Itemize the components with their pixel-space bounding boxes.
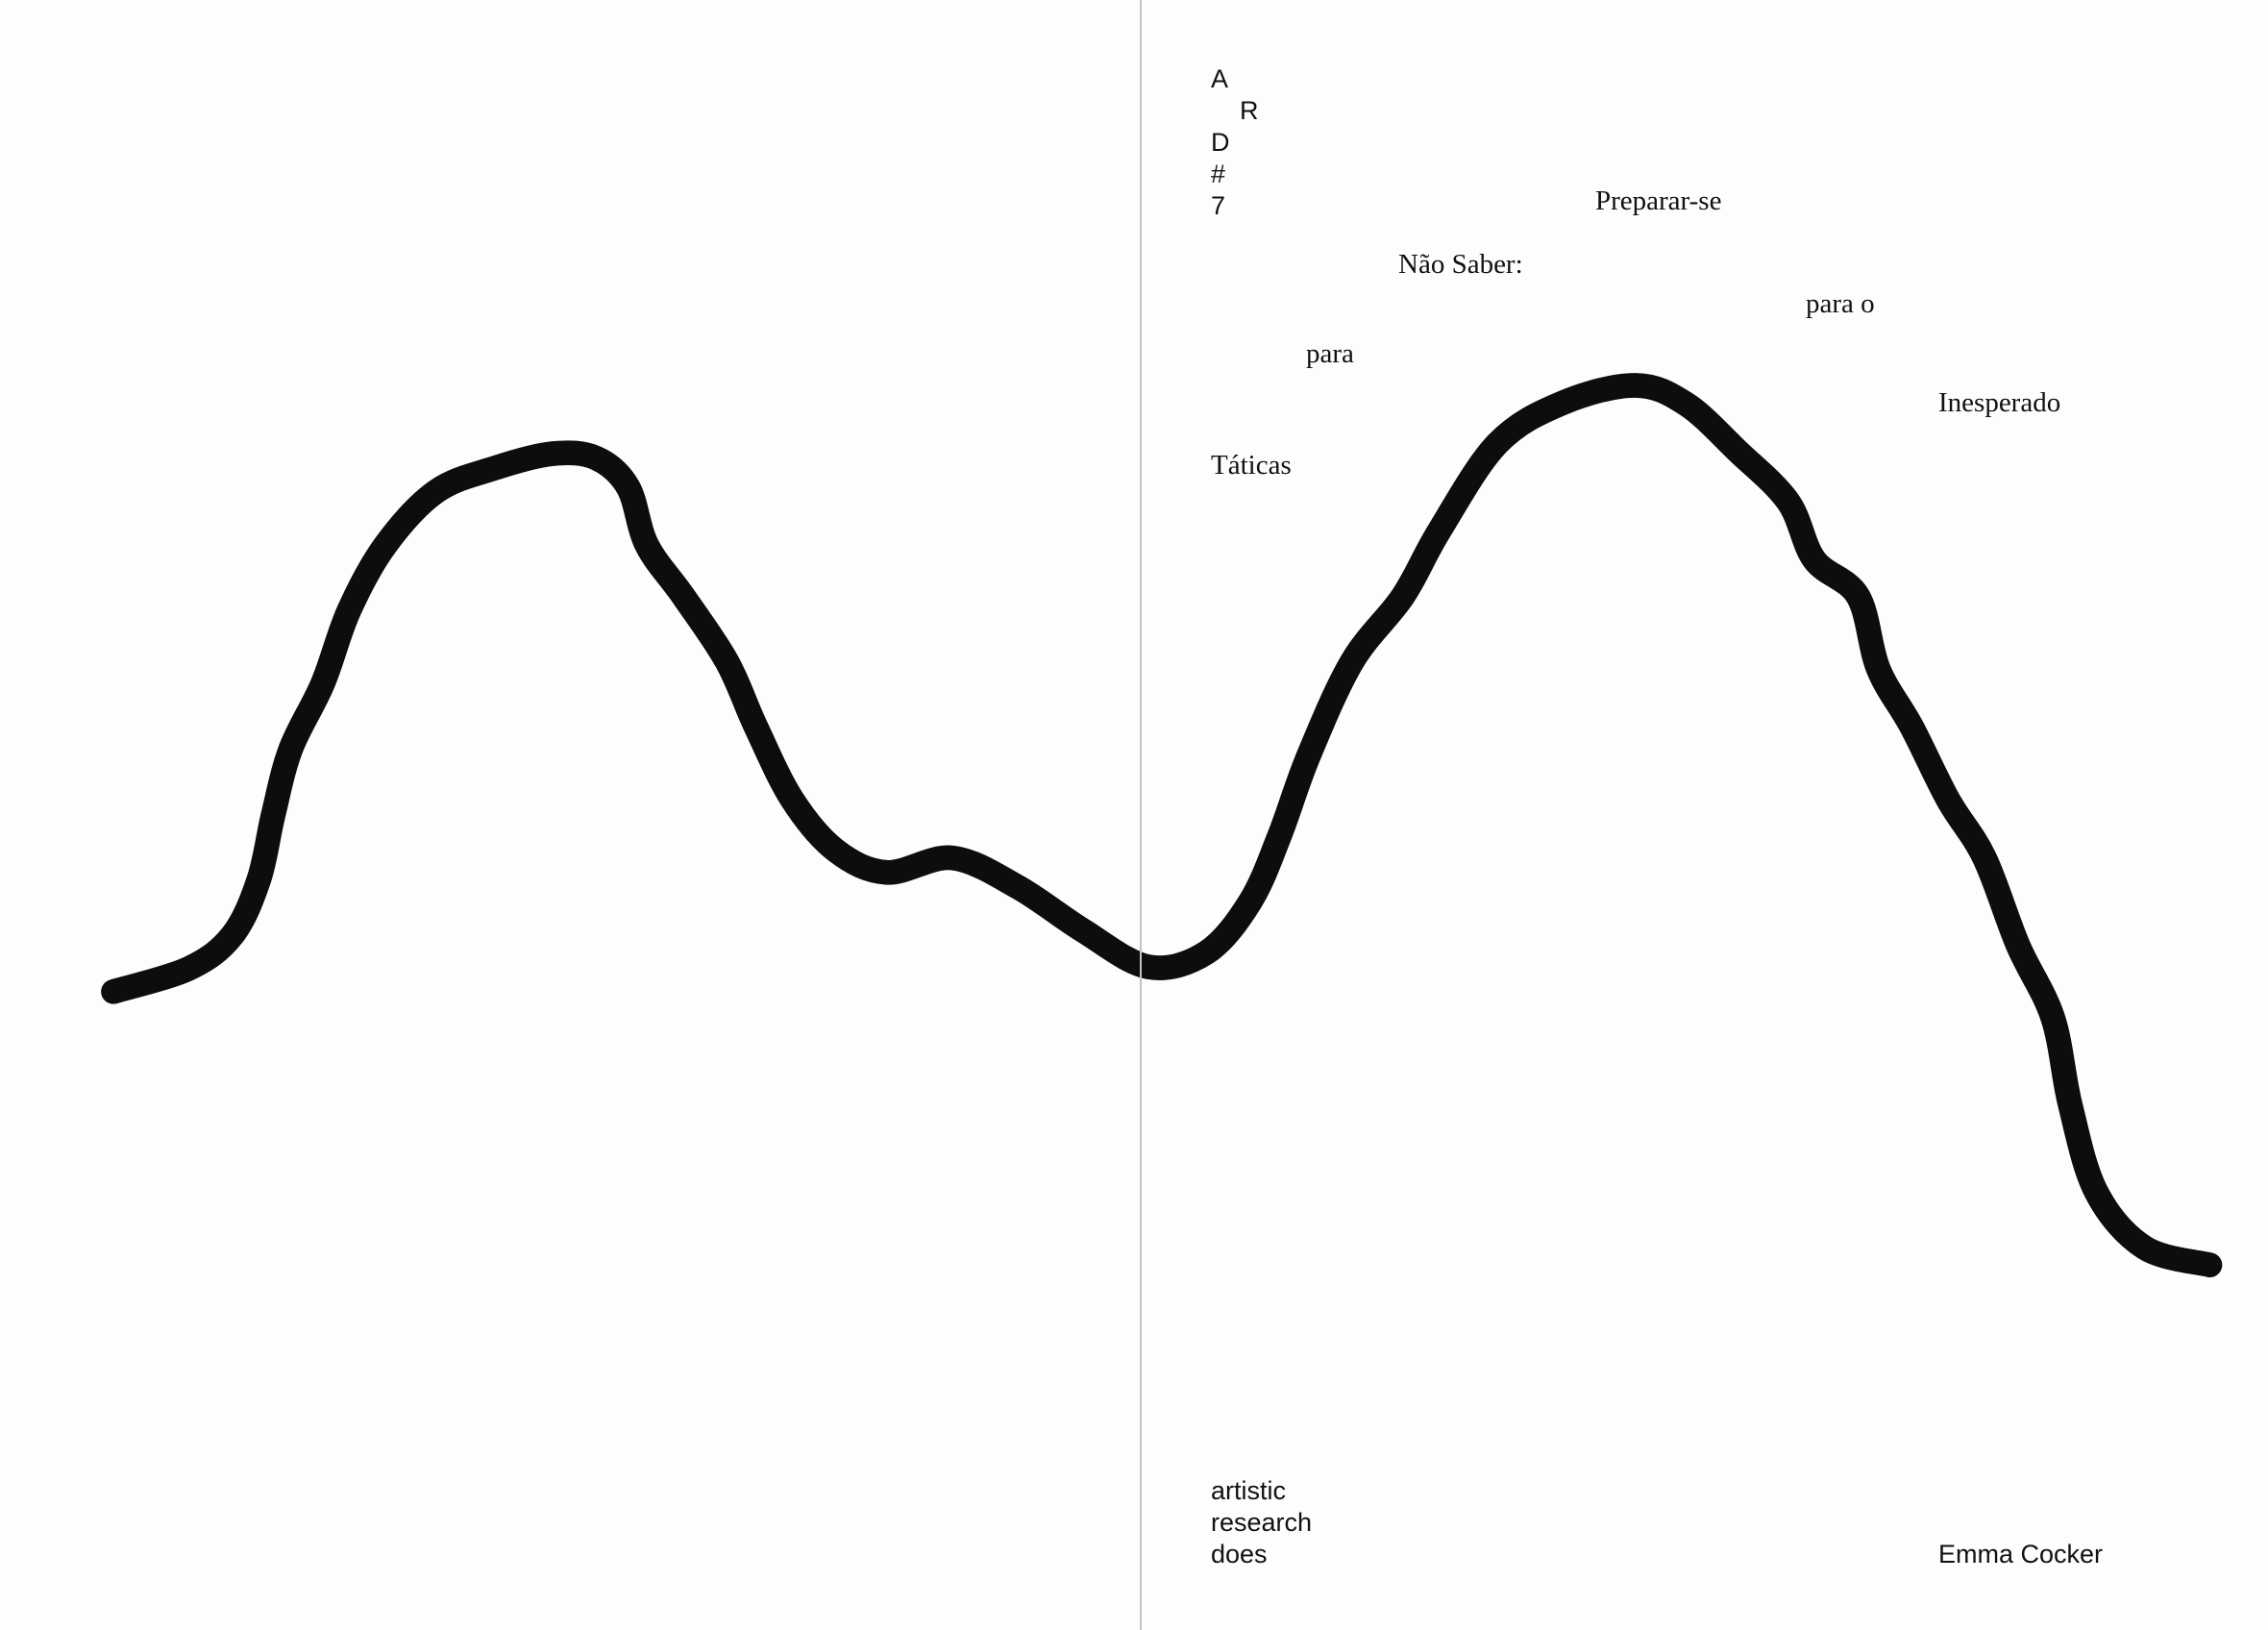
series-hash: # [1211, 160, 1226, 188]
series-number: 7 [1211, 191, 1226, 220]
series-letter-r: R [1240, 96, 1259, 125]
author-name: Emma Cocker [1938, 1540, 2104, 1568]
series-letter-a: A [1211, 64, 1229, 93]
title-word-para-o: para o [1806, 288, 1875, 319]
title-word-inesperado: Inesperado [1938, 387, 2061, 418]
publisher-line-artistic: artistic [1211, 1476, 1287, 1505]
series-letter-d: D [1211, 128, 1230, 157]
publisher-line-research: research [1211, 1508, 1313, 1537]
wave-line-stroke [101, 373, 2223, 1278]
title-word-para: para [1306, 338, 1354, 369]
spine-divider [1140, 0, 1142, 1630]
publisher-line-does: does [1211, 1540, 1268, 1568]
title-word-nao-saber: Não Saber: [1398, 249, 1523, 280]
title-word-taticas: Táticas [1211, 450, 1292, 481]
title-word-preparar-se: Preparar-se [1595, 185, 1722, 216]
